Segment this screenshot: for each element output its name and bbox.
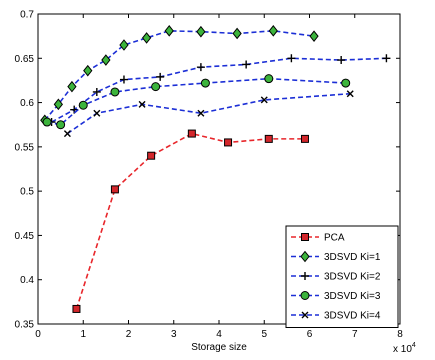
data-point [119, 75, 128, 84]
data-point [200, 78, 210, 88]
legend-item: 3DSVD Ki=3 [291, 291, 381, 302]
data-point [110, 87, 120, 97]
x-axis-label: Storage size [191, 342, 247, 353]
y-tick-label: 0.5 [20, 187, 34, 198]
x-tick-label: 6 [307, 329, 313, 340]
data-point [110, 185, 119, 194]
data-point [63, 130, 71, 138]
legend: PCA 3DSVD Ki=1 3DSVD Ki=2 3DSVD Ki=3 3DSVD K… [285, 225, 399, 328]
data-point [78, 100, 88, 110]
data-point [264, 74, 274, 84]
legend-label: 3DSVD Ki=4 [324, 311, 381, 322]
data-point [287, 54, 296, 63]
data-point [346, 90, 354, 98]
series-layer [40, 25, 391, 313]
x-exponent-power: 4 [412, 342, 416, 349]
data-point [232, 27, 242, 40]
y-axis: 0.35 0.4 0.45 0.5 0.55 0.6 0.65 0.7 [15, 10, 400, 331]
data-point [101, 54, 111, 66]
y-tick-label: 0.35 [15, 320, 35, 331]
series-1 [40, 25, 319, 127]
legend-label: 3DSVD Ki=2 [324, 272, 381, 283]
x-tick-label: 2 [126, 329, 132, 340]
legend-label: PCA [324, 233, 345, 244]
legend-item: 3DSVD Ki=2 [291, 272, 381, 283]
legend-marker [301, 233, 309, 241]
data-point [300, 134, 309, 143]
data-point [83, 64, 93, 77]
data-point [151, 82, 161, 92]
legend-label: 3DSVD Ki=1 [324, 252, 381, 263]
x-tick-label: 8 [397, 329, 403, 340]
data-point [53, 98, 64, 111]
x-tick-label: 7 [352, 329, 358, 340]
series-4 [63, 90, 354, 138]
legend-label: 3DSVD Ki=3 [324, 291, 381, 302]
series-3 [42, 74, 351, 130]
series-line [51, 57, 387, 123]
data-point [382, 54, 391, 63]
data-point [309, 30, 319, 42]
data-point [119, 39, 129, 51]
data-point [268, 25, 278, 37]
x-exponent-base: x 10 [393, 344, 412, 355]
data-point [156, 72, 165, 81]
legend-item: 3DSVD Ki=1 [291, 250, 381, 263]
data-point [260, 96, 268, 104]
x-tick-label: 1 [80, 329, 86, 340]
series-0 [72, 129, 309, 313]
x-tick-label: 3 [171, 329, 177, 340]
x-tick-label: 0 [35, 329, 41, 340]
data-point [67, 80, 77, 93]
data-point [337, 56, 346, 65]
data-point [93, 109, 101, 117]
data-point [197, 109, 205, 117]
legend-marker [301, 311, 309, 319]
y-tick-label: 0.4 [20, 275, 34, 286]
legend-item: PCA [291, 233, 345, 244]
x-tick-label: 4 [216, 329, 222, 340]
data-point [42, 117, 52, 127]
series-line [44, 30, 315, 121]
data-point [147, 151, 156, 160]
data-point [56, 120, 66, 130]
legend-item: 3DSVD Ki=4 [291, 311, 381, 322]
data-point [242, 60, 251, 69]
data-point [164, 25, 174, 37]
legend-marker [300, 250, 310, 263]
data-point [92, 87, 101, 96]
series-line [66, 92, 351, 135]
y-tick-label: 0.65 [15, 54, 35, 65]
y-tick-label: 0.7 [20, 10, 34, 21]
data-point [196, 63, 205, 72]
x-exponent-label: x 104 [393, 342, 416, 355]
y-tick-label: 0.6 [20, 98, 34, 109]
y-tick-label: 0.45 [15, 231, 35, 242]
data-point [196, 25, 206, 38]
x-tick-label: 5 [261, 329, 267, 340]
data-point [138, 100, 146, 108]
series-line [46, 77, 346, 126]
legend-marker [300, 291, 310, 300]
data-point [224, 138, 233, 147]
data-point [187, 129, 196, 138]
data-point [264, 134, 273, 143]
data-point [341, 78, 351, 88]
y-tick-label: 0.55 [15, 142, 35, 153]
data-point [141, 32, 152, 44]
data-point [72, 304, 81, 313]
legend-marker [301, 272, 309, 280]
